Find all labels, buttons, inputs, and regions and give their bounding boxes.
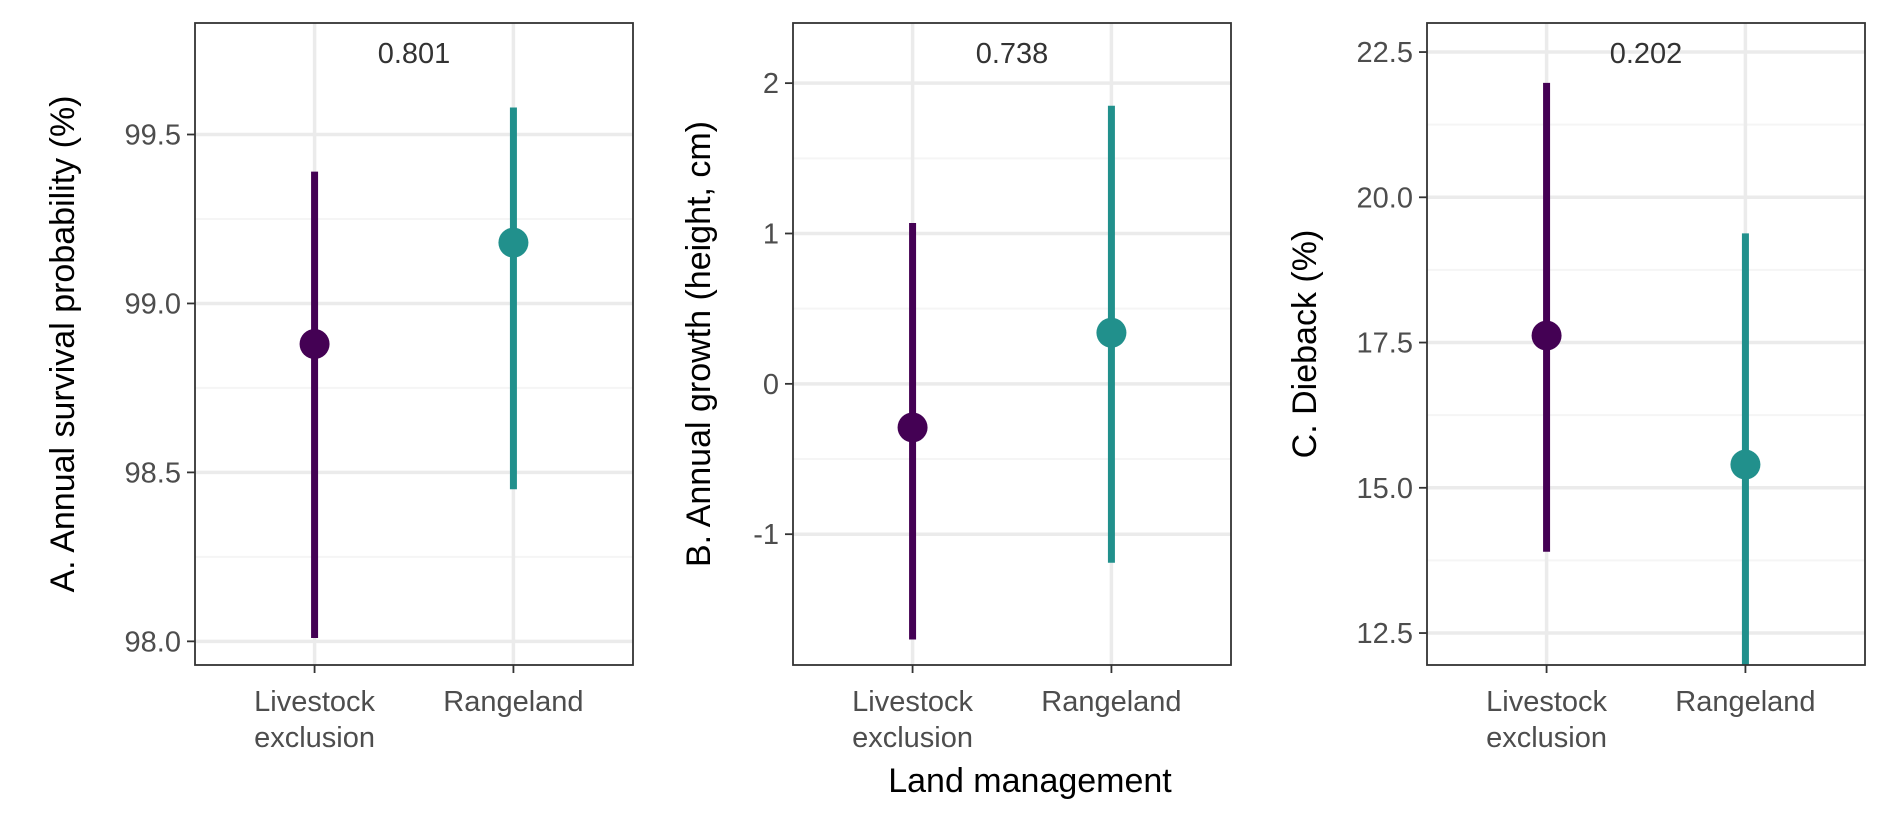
- panel-annotation: 0.738: [976, 38, 1049, 70]
- estimate-point: [897, 412, 928, 443]
- y-axis-title: A. Annual survival probability (%): [44, 95, 82, 592]
- estimate-point: [498, 227, 529, 258]
- y-tick-label: 12.5: [1357, 618, 1413, 650]
- x-tick-label-line: Rangeland: [1675, 686, 1815, 718]
- x-tick-label: Rangeland: [1041, 686, 1181, 718]
- y-axis-title: C. Dieback (%): [1286, 230, 1324, 459]
- estimate-point: [1531, 320, 1562, 351]
- y-axis-title: B. Annual growth (height, cm): [680, 121, 718, 567]
- y-tick-label: 2: [763, 68, 779, 100]
- x-tick-label-line: Livestock: [852, 686, 973, 718]
- x-tick-label-line: Rangeland: [443, 686, 583, 718]
- x-tick-label-line: Rangeland: [1041, 686, 1181, 718]
- shared-x-axis-title: Land management: [888, 762, 1172, 800]
- x-tick-label: Livestock exclusion: [1486, 686, 1607, 754]
- y-tick-label: 20.0: [1357, 182, 1413, 214]
- panel-c: 12.5 15.0 17.5 20.0 22.5 Livestock exclusion Ra…: [1286, 22, 1866, 754]
- x-tick-label: Livestock exclusion: [852, 686, 973, 754]
- x-tick-label-line: exclusion: [254, 722, 375, 754]
- panel-a: 98.0 98.5 99.0 99.5 Livestock exclusion Rangel…: [44, 22, 634, 754]
- y-tick-label: 0: [763, 369, 779, 401]
- y-tick-label: 22.5: [1357, 37, 1413, 69]
- x-tick-label: Rangeland: [1675, 686, 1815, 718]
- y-tick-label: 98.0: [125, 626, 181, 658]
- y-tick-label: 15.0: [1357, 473, 1413, 505]
- estimate-point: [1096, 317, 1127, 348]
- y-tick-label: 99.5: [125, 120, 181, 152]
- panel-border: [194, 22, 634, 666]
- x-tick-label-line: exclusion: [852, 722, 973, 754]
- panel-b: -1 0 1 2 Livestock exclusion Rangeland 0.738 B. …: [680, 22, 1232, 754]
- x-tick-label-line: Livestock: [254, 686, 375, 718]
- estimate-point: [299, 329, 330, 359]
- y-tick-label: -1: [753, 519, 779, 551]
- x-tick-label-line: Livestock: [1486, 686, 1607, 718]
- panel-annotation: 0.801: [378, 38, 451, 70]
- panel-border: [1426, 22, 1866, 666]
- x-tick-label: Livestock exclusion: [254, 686, 375, 754]
- x-tick-label-line: exclusion: [1486, 722, 1607, 754]
- estimate-point: [1730, 449, 1761, 480]
- panel-annotation: 0.202: [1610, 38, 1683, 70]
- y-tick-label: 1: [763, 218, 779, 250]
- y-tick-label: 17.5: [1357, 328, 1413, 360]
- panel-border: [792, 22, 1232, 666]
- x-tick-label: Rangeland: [443, 686, 583, 718]
- y-tick-label: 98.5: [125, 457, 181, 489]
- y-tick-label: 99.0: [125, 288, 181, 320]
